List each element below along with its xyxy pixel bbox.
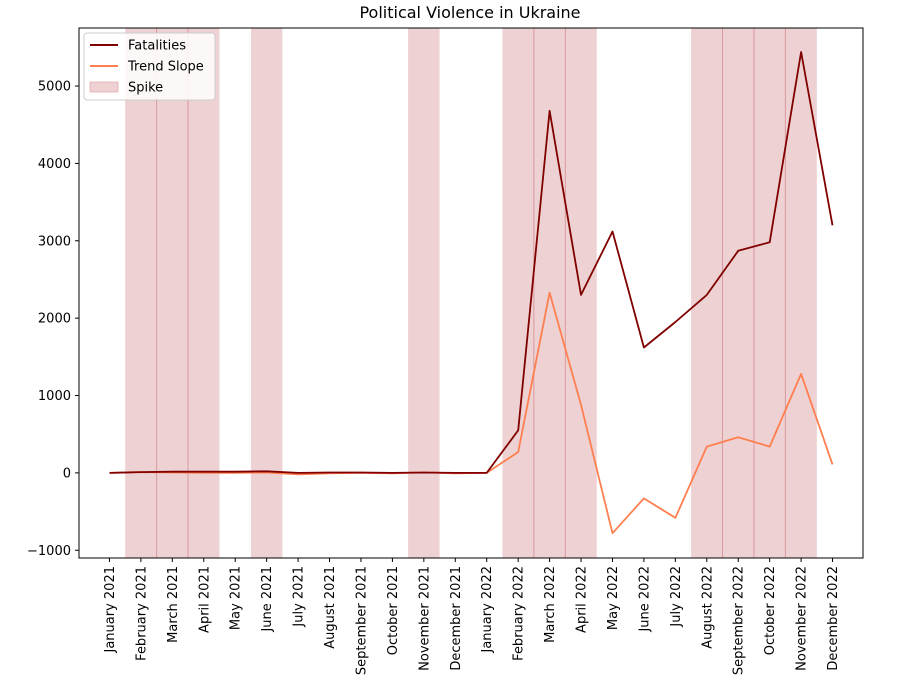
- x-tick-label: December 2021: [449, 566, 464, 671]
- x-tick-label: December 2022: [826, 566, 841, 671]
- y-tick-label: 2000: [38, 312, 71, 327]
- y-tick-label: −1000: [27, 544, 71, 559]
- x-tick-label: April 2021: [197, 566, 212, 633]
- legend-swatch: [89, 81, 119, 93]
- y-tick-label: 1000: [38, 389, 71, 404]
- x-tick-label: February 2022: [512, 566, 527, 661]
- plot-frame: [78, 27, 864, 559]
- legend-box: [83, 32, 216, 101]
- spike-band-0: [125, 28, 220, 558]
- x-tick-label: June 2022: [637, 566, 652, 633]
- legend-label: Fatalities: [128, 39, 186, 54]
- y-tick-label: 0: [63, 466, 71, 481]
- y-axis: −1000 0 1000 2000 3000 4000 5000: [27, 80, 79, 559]
- x-tick-label: August 2021: [323, 566, 338, 649]
- spike-band-1: [250, 28, 283, 558]
- legend-label: Trend Slope: [127, 60, 204, 75]
- spike-band-2: [408, 28, 440, 558]
- x-tick-label: February 2021: [134, 566, 149, 661]
- x-tick-label: March 2021: [166, 566, 181, 643]
- x-tick-label: July 2021: [292, 566, 307, 628]
- x-tick-label: July 2022: [669, 566, 684, 628]
- series-line-fatalities: [109, 51, 834, 474]
- y-tick-label: 5000: [38, 80, 71, 95]
- x-tick-label: January 2021: [103, 566, 118, 654]
- x-tick-label: November 2022: [795, 566, 810, 671]
- x-tick-label: May 2022: [606, 566, 621, 630]
- legend: Fatalities Trend Slope Spike: [83, 32, 216, 101]
- x-tick-label: September 2022: [732, 566, 747, 675]
- series-lines: [109, 51, 834, 535]
- x-tick-label: October 2021: [386, 566, 401, 655]
- x-tick-label: October 2022: [763, 566, 778, 655]
- x-tick-label: June 2021: [260, 566, 275, 633]
- x-tick-label: November 2021: [417, 566, 432, 671]
- legend-label: Spike: [128, 81, 163, 96]
- x-tick-label: April 2022: [575, 566, 590, 633]
- x-tick-label: August 2022: [700, 566, 715, 649]
- x-axis: January 2021 February 2021 March 2021 April…: [103, 558, 841, 675]
- x-tick-label: March 2022: [543, 566, 558, 643]
- x-tick-label: January 2022: [480, 566, 495, 654]
- y-tick-label: 4000: [38, 157, 71, 172]
- x-tick-label: September 2021: [354, 566, 369, 675]
- chart-title: Political Violence in Ukraine: [359, 3, 580, 22]
- y-tick-label: 3000: [38, 234, 71, 249]
- spike-bands: [125, 28, 817, 558]
- x-tick-label: May 2021: [229, 566, 244, 630]
